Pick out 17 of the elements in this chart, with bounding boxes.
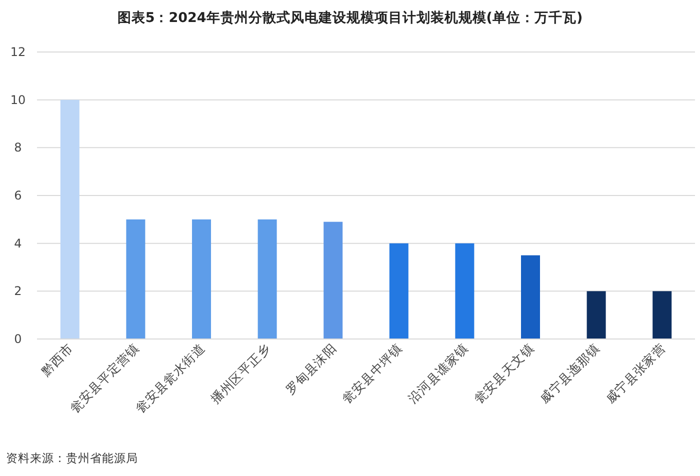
title: 图表5：2024年贵州分散式风电建设规模项目计划装机规模(单位：万千瓦) <box>117 10 583 26</box>
x-tick-label: 瓮安县天文镇 <box>470 340 537 406</box>
x-tick-label: 威宁县迤那镇 <box>536 340 602 406</box>
y-tick-label: 2 <box>14 284 22 298</box>
y-tick-label: 4 <box>14 236 22 250</box>
y-tick-label: 8 <box>14 140 22 155</box>
x-tick-label: 黔西市 <box>37 340 76 380</box>
x-tick-label: 播州区平正乡 <box>208 340 274 406</box>
x-tick-label: 瓮安县中坪镇 <box>339 340 406 406</box>
x-tick-label: 威宁县张家营 <box>602 340 668 406</box>
x-tick-label: 沿河县谯家镇 <box>405 340 471 406</box>
y-tick-label: 0 <box>14 332 22 346</box>
text: 资料来源：贵州省能源局 <box>6 451 138 465</box>
x-tick-label: 罗甸县沫阳 <box>282 340 340 398</box>
y-tick-label: 10 <box>10 92 26 107</box>
y-tick-label: 6 <box>14 188 22 202</box>
y-tick-label: 12 <box>10 45 26 59</box>
